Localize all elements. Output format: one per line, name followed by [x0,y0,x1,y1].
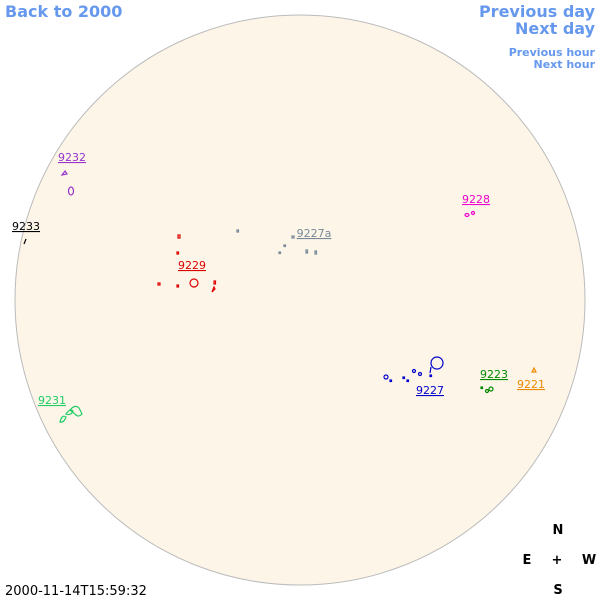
solar-disk [14,14,586,586]
region-contour [464,210,476,218]
region-contour [236,229,318,255]
region-label[interactable]: 9232 [58,151,86,164]
compass-center: + [552,553,563,568]
next-day-link[interactable]: Next day [515,19,596,38]
previous-day-link[interactable]: Previous day [479,2,596,21]
region-label[interactable]: 9229 [178,259,206,272]
compass-south: S [553,583,562,598]
compass-east: E [523,553,532,568]
region-label[interactable]: 9221 [517,378,545,391]
region-label[interactable]: 9233 [12,220,40,233]
region-label[interactable]: 9223 [480,368,508,381]
region-contour [23,238,27,245]
region-label[interactable]: 9228 [462,193,490,206]
region-contour [531,366,537,373]
region-label[interactable]: 9227 [416,384,444,397]
compass-west: W [582,553,596,568]
region-contour [60,169,75,196]
compass-north: N [553,523,564,538]
region-label[interactable]: 9227a [297,227,332,240]
region-contour [480,386,494,394]
region-contour [59,405,83,423]
region-label[interactable]: 9231 [38,394,66,407]
timestamp: 2000-11-14T15:59:32 [5,584,147,599]
back-link[interactable]: Back to 2000 [5,2,122,21]
next-hour-link[interactable]: Next hour [534,58,596,71]
region-contour [383,356,444,383]
previous-hour-link[interactable]: Previous hour [509,46,596,59]
region-contour [157,234,217,293]
